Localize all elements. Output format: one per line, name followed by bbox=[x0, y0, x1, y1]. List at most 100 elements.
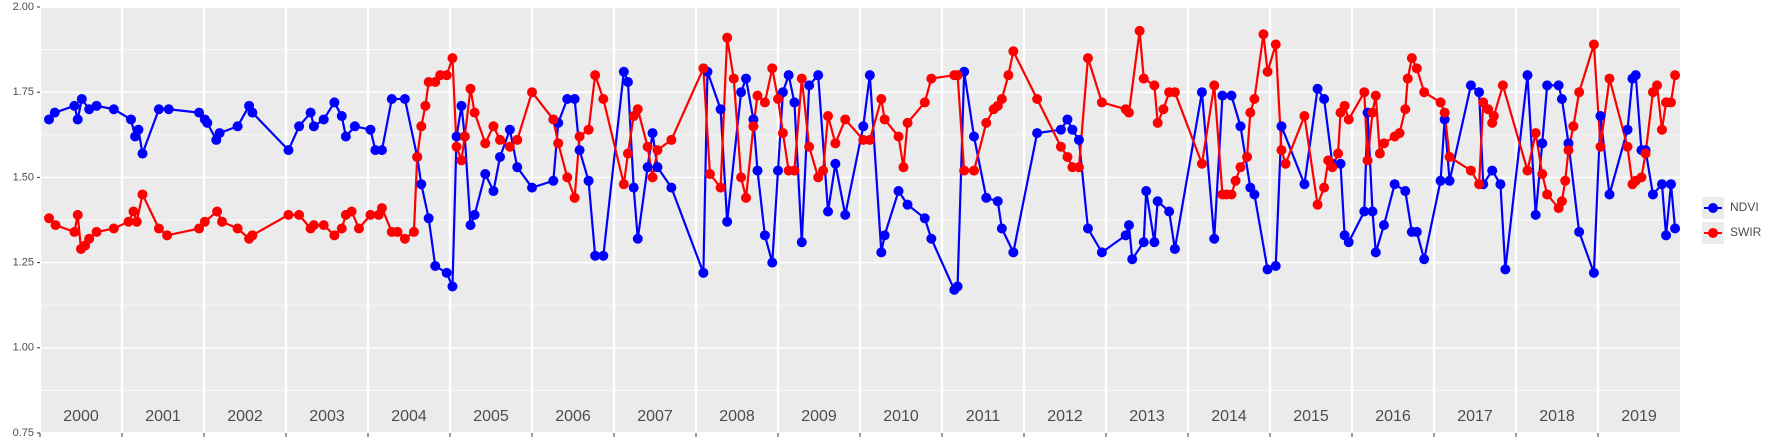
x-tick-label: 2017 bbox=[1457, 408, 1493, 425]
data-point bbox=[864, 70, 875, 81]
data-point bbox=[456, 155, 467, 166]
data-point bbox=[153, 223, 164, 234]
data-point bbox=[459, 131, 470, 142]
data-point bbox=[469, 107, 480, 118]
data-point bbox=[823, 111, 834, 122]
data-point bbox=[1495, 179, 1506, 190]
data-point bbox=[1276, 121, 1287, 132]
x-tick-label: 2011 bbox=[966, 408, 1001, 425]
data-point bbox=[480, 138, 491, 149]
data-point bbox=[1394, 128, 1405, 139]
data-point bbox=[420, 100, 431, 111]
data-point bbox=[1444, 175, 1455, 186]
data-point bbox=[1196, 158, 1207, 169]
legend-label: NDVI bbox=[1730, 200, 1759, 214]
data-point bbox=[1164, 206, 1175, 217]
y-tick-label: 1.50 bbox=[13, 171, 34, 183]
data-point bbox=[76, 94, 87, 105]
data-point bbox=[1670, 70, 1681, 81]
data-point bbox=[632, 233, 643, 244]
data-point bbox=[1630, 70, 1641, 81]
data-point bbox=[365, 209, 376, 220]
data-point bbox=[1465, 80, 1476, 91]
x-tick-label: 2007 bbox=[637, 408, 673, 425]
data-point bbox=[698, 267, 709, 278]
data-point bbox=[1652, 80, 1663, 91]
labels: 0.75 1.00 1.25 1.50 1.75 2.00 2000 2001 2002 2003… bbox=[13, 1, 1657, 439]
data-point bbox=[1661, 230, 1672, 241]
data-point bbox=[72, 209, 83, 220]
data-point bbox=[830, 158, 841, 169]
data-point bbox=[1258, 29, 1269, 40]
x-tick-label: 2000 bbox=[63, 408, 99, 425]
data-point bbox=[1419, 254, 1430, 265]
data-point bbox=[876, 247, 887, 258]
data-point bbox=[447, 53, 458, 64]
data-point bbox=[1245, 107, 1256, 118]
data-point bbox=[1444, 151, 1455, 162]
data-point bbox=[1465, 165, 1476, 176]
data-point bbox=[767, 257, 778, 268]
data-point bbox=[495, 151, 506, 162]
data-point bbox=[512, 162, 523, 173]
data-point bbox=[318, 114, 329, 125]
data-point bbox=[128, 206, 139, 217]
data-point bbox=[1556, 196, 1567, 207]
data-point bbox=[1120, 230, 1131, 241]
data-point bbox=[981, 117, 992, 128]
data-point bbox=[1335, 158, 1346, 169]
data-point bbox=[123, 216, 134, 227]
data-point bbox=[1400, 186, 1411, 197]
data-point bbox=[583, 124, 594, 135]
data-point bbox=[1319, 182, 1330, 193]
data-point bbox=[1665, 97, 1676, 108]
data-point bbox=[232, 223, 243, 234]
data-point bbox=[1378, 138, 1389, 149]
y-tick-label: 0.75 bbox=[13, 427, 34, 439]
data-point bbox=[1209, 80, 1220, 91]
data-point bbox=[399, 94, 410, 105]
data-point bbox=[336, 223, 347, 234]
data-point bbox=[1439, 107, 1450, 118]
data-point bbox=[1138, 73, 1149, 84]
data-point bbox=[1067, 124, 1078, 135]
data-point bbox=[1262, 66, 1273, 77]
data-point bbox=[1343, 114, 1354, 125]
data-point bbox=[133, 124, 144, 135]
x-tick-label: 2003 bbox=[309, 408, 345, 425]
data-point bbox=[194, 107, 205, 118]
y-tick-label: 1.75 bbox=[13, 86, 34, 98]
data-point bbox=[308, 220, 319, 231]
data-point bbox=[590, 250, 601, 261]
data-point bbox=[876, 94, 887, 105]
data-point bbox=[1500, 264, 1511, 275]
data-point bbox=[1123, 220, 1134, 231]
data-point bbox=[1374, 148, 1385, 159]
data-point bbox=[741, 192, 752, 203]
data-point bbox=[163, 104, 174, 115]
data-point bbox=[666, 134, 677, 145]
data-point bbox=[126, 114, 137, 125]
data-point bbox=[728, 73, 739, 84]
data-point bbox=[308, 121, 319, 132]
data-point bbox=[773, 165, 783, 176]
data-point bbox=[1123, 107, 1134, 118]
x-tick-label: 2012 bbox=[1047, 408, 1083, 425]
data-point bbox=[598, 94, 609, 105]
data-point bbox=[1062, 114, 1073, 125]
data-point bbox=[666, 182, 677, 193]
legend-marker bbox=[1708, 228, 1718, 238]
data-point bbox=[137, 148, 148, 159]
data-point bbox=[952, 281, 963, 292]
x-tick-label: 2009 bbox=[801, 408, 837, 425]
data-point bbox=[527, 87, 537, 98]
data-point bbox=[1235, 162, 1246, 173]
data-point bbox=[69, 100, 80, 111]
data-point bbox=[1169, 243, 1180, 254]
data-point bbox=[628, 182, 639, 193]
data-point bbox=[992, 196, 1003, 207]
data-point bbox=[893, 131, 904, 142]
data-point bbox=[879, 114, 890, 125]
data-point bbox=[1389, 179, 1400, 190]
data-point bbox=[44, 213, 55, 224]
